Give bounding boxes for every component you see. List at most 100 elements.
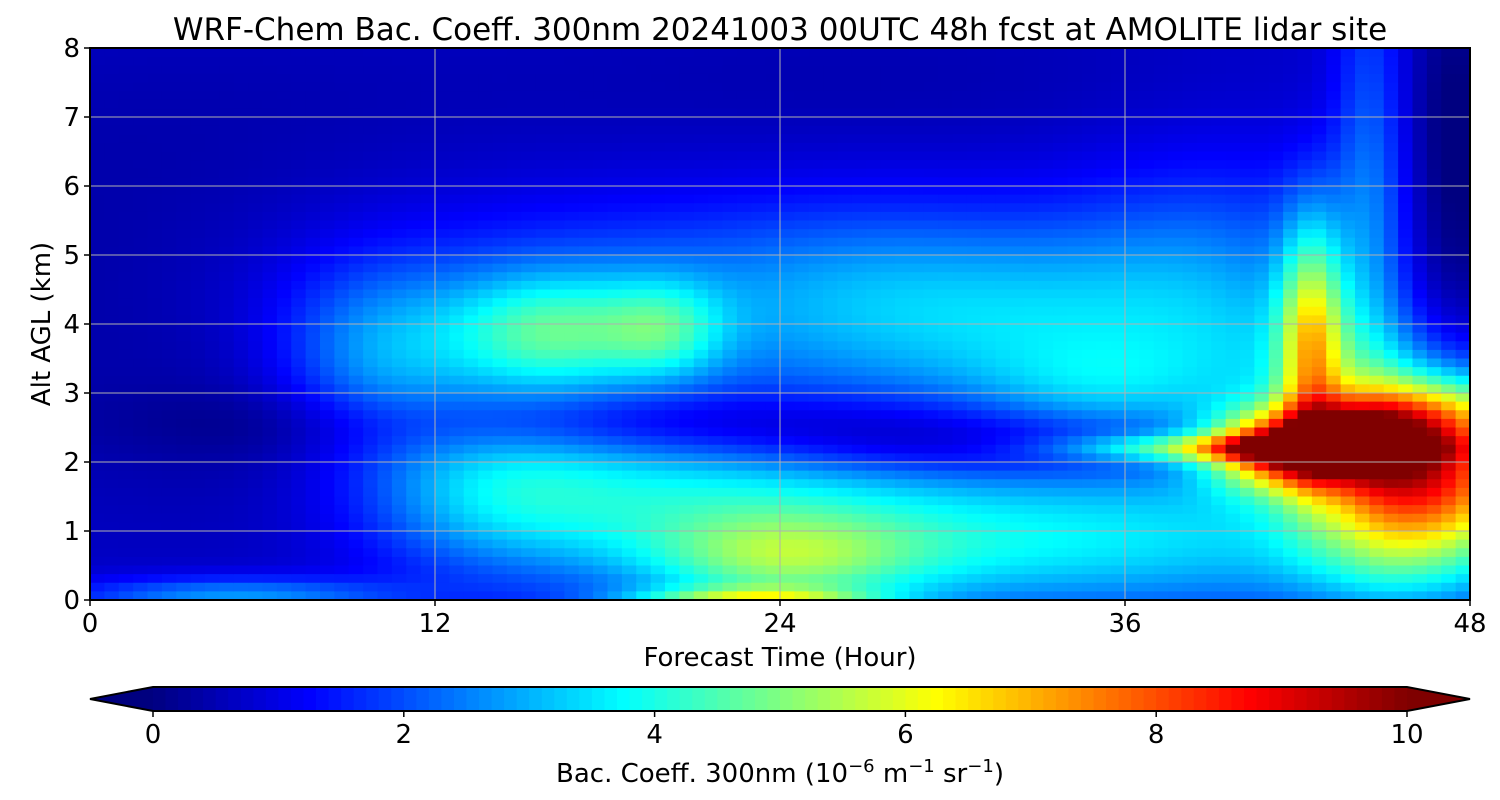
field-cell	[1125, 401, 1140, 411]
field-cell	[190, 194, 206, 204]
field-cell	[118, 272, 134, 282]
field-cell	[1168, 134, 1184, 144]
field-cell	[219, 73, 235, 84]
field-cell	[708, 462, 724, 472]
field-cell	[1024, 272, 1040, 282]
field-cell	[190, 324, 206, 334]
field-cell	[219, 462, 235, 472]
field-cell	[205, 522, 220, 532]
field-cell	[751, 418, 767, 429]
field-cell	[1081, 298, 1097, 308]
field-cell	[708, 582, 724, 592]
field-cell	[952, 436, 968, 446]
field-cell	[621, 522, 637, 532]
field-cell	[248, 418, 264, 429]
field-cell	[736, 341, 752, 351]
field-cell	[578, 177, 594, 187]
field-cell	[420, 142, 436, 153]
field-cell	[938, 186, 954, 196]
field-cell	[866, 160, 882, 170]
field-cell	[808, 82, 824, 92]
field-cell	[219, 229, 235, 239]
field-cell	[205, 487, 220, 498]
field-cell	[320, 177, 335, 187]
field-cell	[492, 246, 508, 256]
field-cell	[966, 548, 982, 558]
field-cell	[176, 272, 192, 282]
field-cell	[751, 108, 767, 118]
field-cell	[506, 393, 522, 403]
field-cell	[449, 237, 465, 247]
field-cell	[1024, 401, 1040, 411]
field-cell	[995, 548, 1011, 558]
field-cell	[435, 125, 450, 135]
field-cell	[478, 134, 494, 144]
field-cell	[578, 203, 594, 213]
field-cell	[248, 436, 264, 446]
field-cell	[219, 168, 235, 178]
field-cell	[679, 393, 695, 403]
field-cell	[463, 582, 479, 592]
field-cell	[736, 194, 752, 204]
field-cell	[751, 99, 767, 109]
field-cell	[463, 479, 479, 489]
field-cell	[794, 591, 810, 600]
field-cell	[176, 82, 192, 92]
field-cell	[521, 272, 537, 282]
field-cell	[205, 418, 220, 429]
field-cell	[1139, 134, 1155, 144]
field-cell	[578, 410, 594, 420]
field-cell	[1024, 298, 1040, 308]
field-cell	[794, 548, 810, 558]
field-cell	[348, 263, 364, 273]
field-cell	[190, 539, 206, 549]
field-cell	[1139, 358, 1155, 368]
field-cell	[506, 211, 522, 222]
field-cell	[1110, 203, 1126, 213]
field-cell	[1096, 272, 1112, 282]
field-cell	[334, 220, 350, 230]
field-cell	[607, 556, 623, 567]
field-cell	[435, 436, 450, 446]
field-cell	[118, 332, 134, 342]
field-cell	[1125, 82, 1140, 92]
field-cell	[780, 272, 795, 282]
field-cell	[1153, 65, 1169, 75]
field-cell	[564, 436, 580, 446]
field-cell	[133, 556, 149, 567]
field-cell	[1196, 315, 1212, 325]
field-cell	[1168, 358, 1184, 368]
field-cell	[794, 237, 810, 247]
field-cell	[334, 324, 350, 334]
field-cell	[866, 349, 882, 360]
field-cell	[995, 565, 1011, 575]
field-cell	[780, 160, 795, 170]
field-cell	[909, 160, 925, 170]
field-cell	[650, 341, 666, 351]
field-cell	[578, 522, 594, 532]
field-cell	[895, 470, 910, 480]
field-cell	[233, 444, 249, 454]
field-cell	[923, 582, 939, 592]
field-cell	[909, 73, 925, 84]
field-cell	[334, 582, 350, 592]
field-cell	[765, 582, 781, 592]
field-cell	[909, 65, 925, 75]
field-cell	[1081, 393, 1097, 403]
field-cell	[420, 263, 436, 273]
field-cell	[837, 505, 853, 515]
field-cell	[1096, 306, 1112, 316]
field-cell	[679, 427, 695, 437]
field-cell	[751, 462, 767, 472]
field-cell	[593, 229, 609, 239]
field-cell	[147, 65, 163, 75]
field-cell	[377, 522, 393, 532]
field-cell	[363, 91, 379, 101]
field-cell	[880, 565, 896, 575]
field-cell	[535, 574, 551, 584]
field-cell	[808, 289, 824, 299]
field-cell	[1110, 349, 1126, 360]
field-cell	[593, 151, 609, 161]
field-cell	[578, 246, 594, 256]
field-cell	[133, 513, 149, 523]
